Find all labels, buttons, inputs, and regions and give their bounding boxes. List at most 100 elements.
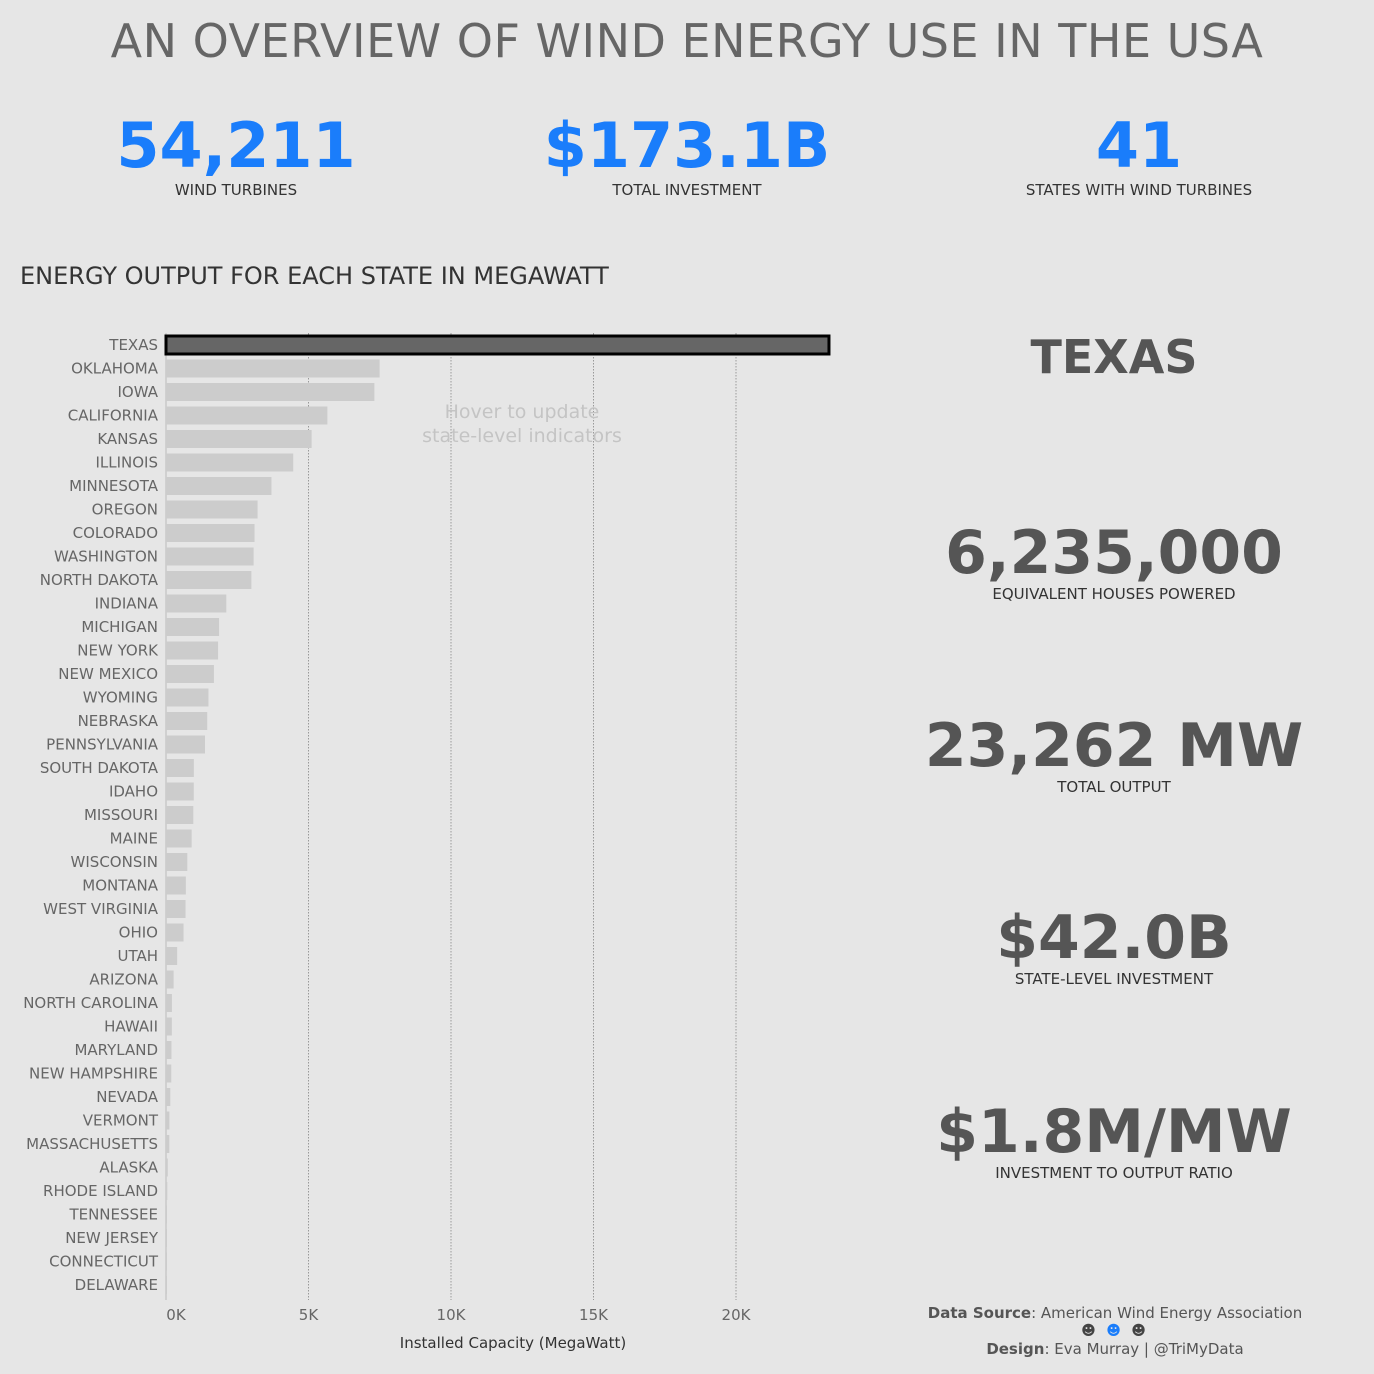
bar-washington[interactable] [166, 547, 254, 566]
state-label[interactable]: MARYLAND [74, 1041, 158, 1059]
state-label[interactable]: ILLINOIS [95, 454, 158, 472]
state-label[interactable]: WASHINGTON [54, 548, 158, 566]
bar-north-carolina[interactable] [166, 994, 172, 1012]
bar-california[interactable] [166, 406, 328, 425]
state-label[interactable]: CONNECTICUT [49, 1253, 159, 1271]
state-label[interactable]: COLORADO [73, 524, 158, 542]
bar-rhode-island[interactable] [166, 1182, 168, 1200]
state-label[interactable]: TEXAS [108, 336, 158, 354]
state-label[interactable]: WEST VIRGINIA [43, 900, 159, 918]
bar-nevada[interactable] [166, 1088, 171, 1106]
bar-oregon[interactable] [166, 500, 258, 519]
data-source-label: Data Source [927, 1304, 1032, 1322]
bar-new-jersey[interactable] [166, 1229, 167, 1247]
state-label[interactable]: IDAHO [109, 783, 158, 801]
bar-massachusetts[interactable] [166, 1135, 170, 1153]
bar-connecticut[interactable] [166, 1252, 167, 1271]
data-source-text: : American Wind Energy Association [1031, 1304, 1303, 1322]
state-label[interactable]: WYOMING [83, 689, 158, 707]
bar-tennessee[interactable] [166, 1205, 167, 1224]
bar-north-dakota[interactable] [166, 571, 252, 589]
bar-maryland[interactable] [166, 1041, 172, 1059]
state-label[interactable]: MONTANA [82, 877, 158, 895]
state-label[interactable]: SOUTH DAKOTA [40, 759, 159, 777]
bar-new-mexico[interactable] [166, 665, 214, 683]
bar-pennsylvania[interactable] [166, 735, 206, 754]
bar-new-york[interactable] [166, 641, 219, 660]
x-tick-label: 15K [579, 1306, 609, 1324]
state-label[interactable]: VERMONT [83, 1112, 159, 1130]
metric-label: STATE-LEVEL INVESTMENT [1014, 970, 1214, 988]
state-label[interactable]: NORTH DAKOTA [40, 571, 159, 589]
bar-oklahoma[interactable] [166, 359, 380, 378]
state-label[interactable]: NORTH CAROLINA [23, 994, 159, 1012]
bar-colorado[interactable] [166, 524, 255, 542]
bar-maine[interactable] [166, 829, 192, 848]
metric-value: $42.0B [996, 903, 1232, 973]
bar-vermont[interactable] [166, 1111, 170, 1130]
x-tick-label: 5K [299, 1306, 320, 1324]
kpi-value: $173.1B [543, 109, 831, 182]
bar-kansas[interactable] [166, 430, 312, 448]
state-label[interactable]: MICHIGAN [81, 618, 158, 636]
bar-west-virginia[interactable] [166, 900, 186, 918]
state-label[interactable]: KANSAS [97, 430, 158, 448]
bar-wisconsin[interactable] [166, 853, 188, 871]
state-label[interactable]: MINNESOTA [69, 477, 159, 495]
smiley-icons: ☻ ☻ ☻ [890, 1322, 1340, 1340]
state-label[interactable]: MAINE [110, 830, 158, 848]
bar-idaho[interactable] [166, 782, 194, 801]
kpi-total-investment: $173.1B TOTAL INVESTMENT [457, 108, 917, 199]
state-label[interactable]: OKLAHOMA [71, 360, 159, 378]
page-title: AN OVERVIEW OF WIND ENERGY USE IN THE US… [110, 14, 1264, 68]
bar-south-dakota[interactable] [166, 759, 194, 777]
state-label[interactable]: INDIANA [95, 595, 159, 613]
state-label[interactable]: OREGON [92, 501, 158, 519]
bar-michigan[interactable] [166, 618, 220, 636]
metric-value: 6,235,000 [945, 518, 1283, 588]
selected-state-name: TEXAS [1030, 330, 1198, 384]
chart-title: ENERGY OUTPUT FOR EACH STATE IN MEGAWATT [20, 262, 609, 290]
bar-minnesota[interactable] [166, 477, 272, 495]
bar-arizona[interactable] [166, 970, 174, 989]
kpi-value: 41 [1095, 109, 1183, 182]
state-label[interactable]: IOWA [117, 383, 158, 401]
state-label[interactable]: NEBRASKA [78, 712, 159, 730]
state-label[interactable]: PENNSYLVANIA [46, 736, 159, 754]
bar-ohio[interactable] [166, 923, 184, 942]
bar-indiana[interactable] [166, 594, 227, 613]
state-label[interactable]: ALASKA [99, 1159, 158, 1177]
bar-illinois[interactable] [166, 453, 294, 472]
state-label[interactable]: NEW MEXICO [58, 665, 158, 683]
bar-iowa[interactable] [166, 383, 375, 401]
bar-new-hampshire[interactable] [166, 1064, 172, 1083]
state-label[interactable]: WISCONSIN [71, 853, 158, 871]
state-label[interactable]: MASSACHUSETTS [26, 1135, 158, 1153]
hover-hint: Hover to update state-level indicators [422, 401, 622, 447]
state-label[interactable]: NEW JERSEY [65, 1229, 159, 1247]
bar-wyoming[interactable] [166, 688, 209, 707]
state-label[interactable]: NEW HAMPSHIRE [29, 1065, 158, 1083]
state-label[interactable]: NEW YORK [77, 642, 159, 660]
bar-texas[interactable] [164, 334, 831, 356]
state-label[interactable]: CALIFORNIA [68, 407, 159, 425]
state-label[interactable]: MISSOURI [84, 806, 158, 824]
bar-utah[interactable] [166, 947, 178, 965]
bar-alaska[interactable] [166, 1158, 168, 1177]
state-label[interactable]: HAWAII [104, 1018, 158, 1036]
metric-houses: 6,235,000 EQUIVALENT HOUSES POWERED [890, 517, 1338, 603]
bar-nebraska[interactable] [166, 712, 208, 730]
state-label[interactable]: DELAWARE [75, 1276, 158, 1294]
bar-missouri[interactable] [166, 806, 194, 824]
kpi-wind-turbines: 54,211 WIND TURBINES [6, 108, 466, 199]
bar-hawaii[interactable] [166, 1017, 172, 1036]
state-label[interactable]: TENNESSEE [68, 1206, 158, 1224]
state-label[interactable]: ARIZONA [89, 971, 158, 989]
state-label[interactable]: RHODE ISLAND [43, 1182, 158, 1200]
bar-montana[interactable] [166, 876, 186, 895]
state-label[interactable]: UTAH [117, 947, 158, 965]
metric-value: $1.8M/MW [936, 1097, 1292, 1167]
state-label[interactable]: NEVADA [96, 1088, 159, 1106]
bar-delaware[interactable] [166, 1276, 167, 1294]
state-label[interactable]: OHIO [119, 924, 158, 942]
